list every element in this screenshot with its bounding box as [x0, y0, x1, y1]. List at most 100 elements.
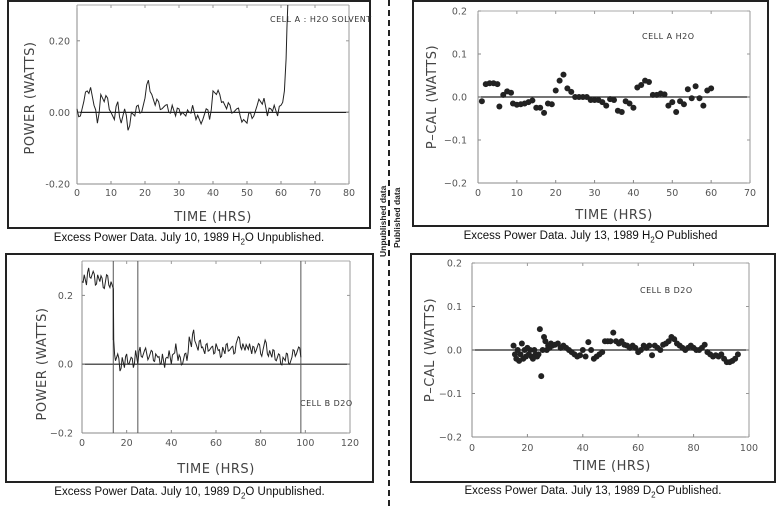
- data-point: [671, 336, 678, 343]
- x-tick-label: 80: [343, 188, 355, 199]
- frame-bottom-left: [5, 253, 374, 483]
- data-point: [518, 340, 525, 347]
- x-tick-label: 0: [74, 188, 80, 199]
- data-point: [637, 347, 644, 353]
- data-point: [673, 109, 680, 116]
- data-point: [552, 87, 559, 94]
- data-point: [700, 102, 707, 109]
- data-point: [554, 340, 561, 347]
- x-tick-label: 20: [121, 438, 133, 449]
- x-tick-label: 60: [210, 438, 222, 449]
- y-tick-label: −0.2: [439, 433, 462, 444]
- caption-subscript: 2: [240, 237, 245, 247]
- cell-annotation: CELL B D2O: [300, 399, 353, 408]
- data-point: [579, 347, 586, 353]
- frame-top-left: [7, 0, 371, 229]
- data-point: [541, 109, 548, 116]
- data-point: [638, 81, 645, 88]
- data-point: [669, 99, 676, 106]
- caption-bottom-right: Excess Power Data. July 13, 1989 D2O Pub…: [410, 485, 776, 499]
- data-point: [529, 97, 536, 104]
- data-point: [718, 351, 725, 358]
- chart-tr: 0 10 20 30 40 50 60 70 0.2 0.1 0.0 −0.1 −0.2 CELL A H…: [425, 7, 756, 224]
- data-point: [649, 352, 656, 359]
- y-tick-label: 0.20: [49, 36, 70, 47]
- caption-text: Excess Power Data. July 13, 1989 D: [464, 485, 652, 497]
- y-tick-label: −0.1: [439, 389, 462, 400]
- x-tick-label: 30: [173, 188, 185, 199]
- data-point: [599, 349, 606, 356]
- data-point: [692, 83, 699, 90]
- x-tick-label: 10: [511, 188, 523, 199]
- x-tick-label: 100: [740, 443, 758, 454]
- x-axis-label: TIME (HRS): [173, 210, 252, 225]
- caption-bottom-left: Excess Power Data. July 10, 1989 D2O Unp…: [5, 486, 374, 500]
- x-axis-label: TIME (HRS): [574, 208, 653, 223]
- x-tick-label: 100: [296, 438, 314, 449]
- y-tick-label: 0.1: [447, 302, 462, 313]
- data-point: [632, 344, 639, 351]
- y-axis-label: POWER (WATTS): [23, 42, 38, 155]
- y-tick-label: 0.0: [447, 346, 462, 357]
- caption-text: Excess Power Data. July 10, 1989 D: [54, 486, 241, 498]
- data-point: [517, 351, 524, 358]
- y-tick-label: −0.2: [50, 429, 73, 440]
- data-point: [538, 373, 545, 380]
- series-line: [76, 4, 289, 131]
- data-point: [680, 101, 687, 108]
- chart-br: 0 20 40 60 80 100 0.2 0.1 0.0 −0.1 −0.2 CELL B D2O T…: [423, 259, 758, 475]
- x-tick-label: 10: [105, 188, 117, 199]
- data-point: [508, 89, 515, 96]
- data-point: [496, 103, 503, 110]
- data-point: [514, 347, 521, 353]
- x-tick-label: 20: [550, 188, 562, 199]
- data-point: [626, 100, 633, 107]
- x-tick-label: 30: [589, 188, 601, 199]
- data-point: [564, 85, 571, 92]
- data-point: [734, 351, 741, 358]
- data-point: [599, 99, 606, 106]
- data-point: [585, 339, 592, 346]
- data-point: [708, 85, 715, 92]
- data-point: [688, 95, 695, 102]
- x-tick-label: 80: [255, 438, 267, 449]
- data-point: [661, 91, 668, 98]
- frame-top-right: [412, 0, 769, 227]
- caption-subscript: 2: [651, 490, 656, 500]
- x-tick-label: 70: [744, 188, 756, 199]
- caption-text: O Unpublished.: [244, 232, 325, 244]
- data-point: [665, 102, 672, 109]
- caption-text: O Unpublished.: [245, 486, 325, 498]
- data-point: [577, 352, 584, 359]
- x-tick-label: 60: [705, 188, 717, 199]
- data-point: [611, 97, 617, 104]
- data-point: [478, 98, 485, 105]
- cell-annotation: CELL B D2O: [640, 286, 693, 295]
- caption-top-left: Excess Power Data. July 10, 1989 H2O Unp…: [7, 232, 371, 246]
- chart-bl: 0 20 40 60 80 100 120 0.2 0.0 −0.2 CELL B D2O TIME …: [35, 260, 359, 477]
- y-tick-label: 0.1: [452, 50, 467, 61]
- data-point: [657, 347, 664, 353]
- data-point: [603, 102, 610, 109]
- x-axis-label: TIME (HRS): [176, 462, 255, 477]
- x-tick-label: 120: [341, 438, 359, 449]
- caption-text: O Published: [654, 230, 718, 242]
- x-tick-label: 40: [577, 443, 589, 454]
- y-tick-label: 0.0: [58, 360, 73, 371]
- y-tick-label: 0.2: [447, 259, 462, 270]
- data-point: [527, 347, 534, 353]
- series-line: [81, 267, 302, 372]
- y-tick-label: −0.2: [444, 179, 467, 190]
- x-tick-label: 20: [139, 188, 151, 199]
- data-point: [732, 355, 739, 362]
- data-point: [536, 326, 543, 333]
- data-point: [542, 338, 549, 345]
- data-point: [645, 78, 652, 85]
- x-tick-label: 0: [79, 438, 85, 449]
- caption-text: O Published.: [655, 485, 722, 497]
- data-point: [510, 342, 517, 349]
- cell-annotation: CELL A : H2O SOLVENT: [270, 15, 372, 24]
- y-axis-label: P–CAL (WATTS): [423, 298, 438, 402]
- data-point: [494, 81, 501, 88]
